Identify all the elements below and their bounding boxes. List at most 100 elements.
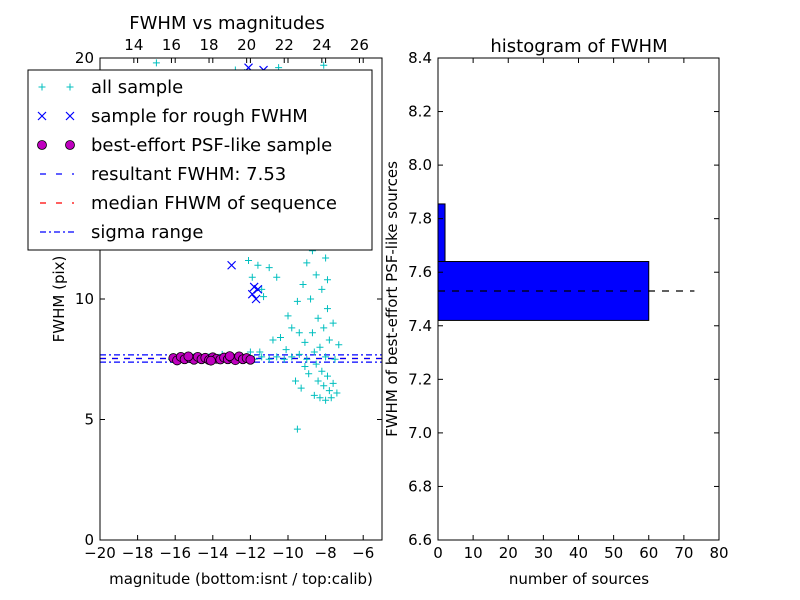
legend-label: all sample — [91, 77, 183, 98]
data-point — [303, 259, 311, 267]
y-tick-label: 0 — [84, 531, 94, 549]
data-point — [333, 389, 341, 397]
y-tick-label: 10 — [75, 290, 94, 308]
data-point — [316, 394, 324, 402]
data-point — [246, 348, 254, 356]
data-point — [295, 329, 303, 337]
data-point — [224, 351, 235, 362]
y-tick-label: 5 — [84, 411, 94, 429]
data-point — [325, 336, 333, 344]
y-tick-label: 7.6 — [408, 263, 432, 281]
data-point — [322, 254, 330, 262]
data-point — [320, 61, 328, 69]
y-tick-label: 7.0 — [408, 424, 432, 442]
data-point — [314, 314, 322, 322]
x-tick-label: 80 — [709, 544, 728, 562]
data-point — [254, 261, 262, 269]
x-tick-label: 0 — [433, 544, 443, 562]
data-point — [284, 312, 292, 320]
legend-entry: median FHWM of sequence — [40, 193, 337, 214]
data-point — [227, 260, 237, 270]
y-tick-label: 7.4 — [408, 317, 432, 335]
x-tick-label: 10 — [464, 544, 483, 562]
data-point — [280, 355, 288, 363]
data-point — [312, 360, 320, 368]
legend-marker — [37, 140, 47, 150]
data-point — [273, 273, 281, 281]
data-point — [305, 370, 313, 378]
scatter-y-label: FWHM (pix) — [50, 256, 68, 343]
data-point — [295, 350, 303, 358]
legend-label: resultant FWHM: 7.53 — [91, 164, 286, 185]
data-point — [282, 346, 290, 354]
data-point — [318, 367, 326, 375]
data-point — [152, 59, 160, 67]
data-point — [323, 305, 331, 313]
y-tick-label: 7.2 — [408, 370, 432, 388]
data-point — [293, 297, 301, 305]
y-tick-label: 8.4 — [408, 49, 432, 67]
data-point — [248, 273, 256, 281]
top-tick-label: 24 — [312, 36, 331, 54]
data-point — [247, 289, 257, 299]
legend-label: median FHWM of sequence — [91, 193, 337, 214]
histogram-panel: 0 10 20 30 40 50 60 70 80 6.6 6.8 7.0 7.2 7.4 7.6 7.8 8… — [383, 36, 729, 588]
legend-entry: sigma range — [40, 222, 203, 243]
data-point — [245, 354, 256, 365]
data-point — [318, 285, 326, 293]
y-tick-label: 7.8 — [408, 210, 432, 228]
histogram-title: histogram of FWHM — [490, 36, 667, 57]
x-tick-label: 60 — [639, 544, 658, 562]
top-tick-label: 26 — [350, 36, 369, 54]
histogram-x-axis: 0 10 20 30 40 50 60 70 80 — [433, 58, 729, 562]
x-tick-label: 20 — [499, 544, 518, 562]
data-point — [310, 391, 318, 399]
legend: all sample sample for rough FWHM best-effo… — [27, 69, 373, 251]
data-point — [256, 348, 264, 356]
data-point — [335, 341, 343, 349]
x-tick-label: −10 — [272, 544, 304, 562]
data-point — [183, 351, 194, 362]
legend-entry: sample for rough FWHM — [37, 106, 308, 127]
y-axis: 0 5 10 20 — [75, 49, 382, 549]
scatter-points — [152, 59, 343, 433]
data-point — [325, 387, 333, 395]
data-point — [276, 334, 284, 342]
data-point — [329, 319, 337, 327]
legend-box — [27, 69, 373, 251]
data-point — [308, 329, 316, 337]
x-tick-label: −18 — [122, 544, 154, 562]
data-point — [320, 382, 328, 390]
legend-marker — [38, 83, 46, 91]
data-point — [269, 336, 277, 344]
data-point — [322, 396, 330, 404]
data-point — [299, 281, 307, 289]
data-point — [292, 377, 300, 385]
y-tick-label: 8.2 — [408, 103, 432, 121]
x-tick-label: −14 — [197, 544, 229, 562]
data-point — [273, 353, 281, 361]
x-tick-label: −16 — [159, 544, 191, 562]
top-tick-label: 22 — [275, 36, 294, 54]
x-tick-label: 70 — [674, 544, 693, 562]
y-tick-label: 8.0 — [408, 156, 432, 174]
y-tick-label: 6.8 — [408, 477, 432, 495]
histogram-y-axis: 6.6 6.8 7.0 7.2 7.4 7.6 7.8 8.0 8.2 8.4 — [408, 49, 719, 549]
data-point — [331, 355, 339, 363]
data-point — [265, 355, 273, 363]
scatter-x-label: magnitude (bottom:isnt / top:calib) — [109, 570, 373, 588]
histogram-x-label: number of sources — [509, 570, 649, 588]
x-tick-label: −20 — [84, 544, 116, 562]
data-point — [206, 355, 216, 366]
legend-label: sigma range — [91, 222, 203, 243]
legend-marker — [65, 140, 75, 150]
histogram-y-label: FWHM of best-effort PSF-like sources — [383, 161, 401, 437]
top-tick-label: 20 — [237, 36, 256, 54]
top-x-axis: 14 16 18 20 22 24 26 — [124, 36, 369, 63]
legend-entry: all sample — [38, 77, 183, 98]
series-circle — [168, 351, 256, 366]
data-point — [258, 285, 266, 293]
legend-marker — [65, 111, 75, 121]
top-tick-label: 16 — [162, 36, 181, 54]
